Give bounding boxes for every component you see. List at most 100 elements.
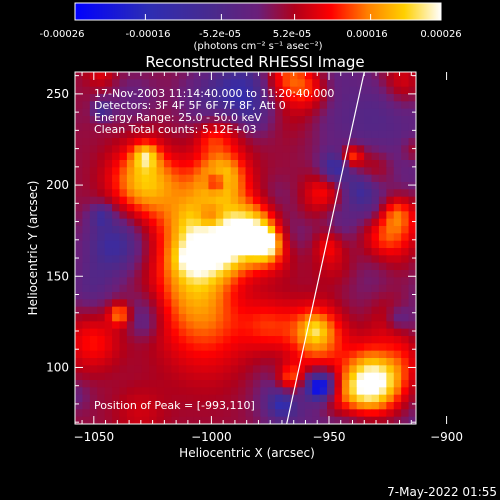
heatmap-cell	[371, 94, 380, 102]
heatmap-cell	[327, 343, 336, 352]
heatmap-cell	[104, 248, 113, 256]
heatmap-cell	[163, 292, 172, 300]
heatmap-cell	[364, 108, 373, 117]
heatmap-cell	[230, 306, 239, 315]
heatmap-cell	[245, 255, 254, 264]
heatmap-cell	[238, 380, 247, 388]
heatmap-cell	[163, 277, 172, 286]
heatmap-cell	[208, 409, 217, 418]
heatmap-cell	[134, 284, 143, 293]
heatmap-cell	[223, 160, 232, 168]
heatmap-cell	[230, 138, 239, 146]
heatmap-cell	[386, 328, 395, 337]
heatmap-cell	[245, 321, 254, 330]
heatmap-cell	[289, 343, 298, 352]
heatmap-cell	[282, 387, 291, 396]
heatmap-cell	[89, 328, 98, 337]
heatmap-cell	[230, 211, 239, 220]
heatmap-cell	[356, 387, 365, 396]
heatmap-cell	[319, 204, 328, 212]
heatmap-cell	[208, 284, 217, 293]
heatmap-cell	[97, 233, 106, 242]
heatmap-cell	[356, 152, 365, 161]
heatmap-cell	[282, 233, 291, 242]
heatmap-cell	[149, 116, 158, 124]
heatmap-cell	[282, 204, 291, 212]
heatmap-cell	[364, 196, 373, 205]
heatmap-cell	[178, 116, 187, 124]
heatmap-cell	[297, 79, 306, 88]
heatmap-cell	[349, 233, 358, 242]
heatmap-cell	[119, 409, 128, 418]
heatmap-cell	[260, 94, 269, 102]
heatmap-cell	[319, 255, 328, 264]
heatmap-cell	[393, 116, 402, 124]
heatmap-cell	[215, 402, 224, 410]
heatmap-cell	[245, 409, 254, 418]
heatmap-cell	[104, 182, 113, 190]
heatmap-cell	[371, 101, 380, 110]
heatmap-cell	[119, 306, 128, 315]
heatmap-cell	[327, 292, 336, 300]
heatmap-cell	[201, 152, 210, 161]
heatmap-cell	[319, 328, 328, 337]
heatmap-cell	[245, 277, 254, 286]
heatmap-cell	[201, 130, 210, 139]
heatmap-cell	[163, 101, 172, 110]
heatmap-cell	[238, 248, 247, 256]
heatmap-cell	[141, 94, 150, 102]
heatmap-cell	[289, 328, 298, 337]
heatmap-cell	[245, 211, 254, 220]
heatmap-cell	[304, 416, 313, 424]
heatmap-cell	[356, 372, 365, 381]
heatmap-cell	[186, 101, 195, 110]
heatmap-cell	[112, 123, 121, 132]
heatmap-cell	[163, 380, 172, 388]
heatmap-cell	[215, 358, 224, 366]
heatmap-cell	[334, 387, 343, 396]
heatmap-cell	[208, 116, 217, 124]
heatmap-cell	[304, 336, 313, 344]
heatmap-cell	[156, 182, 165, 190]
heatmap-cell	[401, 123, 410, 132]
heatmap-cell	[163, 167, 172, 176]
heatmap-cell	[304, 152, 313, 161]
heatmap-cell	[245, 299, 254, 308]
heatmap-cell	[364, 116, 373, 124]
heatmap-cell	[297, 233, 306, 242]
heatmap-cell	[141, 196, 150, 205]
heatmap-cell	[104, 321, 113, 330]
heatmap-cell	[112, 116, 121, 124]
heatmap-cell	[89, 248, 98, 256]
heatmap-cell	[215, 299, 224, 308]
heatmap-cell	[223, 292, 232, 300]
heatmap-cell	[156, 365, 165, 374]
heatmap-cell	[223, 358, 232, 366]
heatmap-cell	[304, 292, 313, 300]
heatmap-cell	[327, 387, 336, 396]
heatmap-cell	[349, 182, 358, 190]
heatmap-cell	[267, 189, 276, 198]
heatmap-cell	[334, 306, 343, 315]
heatmap-cell	[327, 409, 336, 418]
heatmap-cell	[282, 321, 291, 330]
heatmap-cell	[408, 321, 416, 330]
heatmap-cell	[223, 336, 232, 344]
heatmap-cell	[393, 101, 402, 110]
heatmap-cell	[178, 174, 187, 183]
heatmap-cell	[215, 152, 224, 161]
heatmap-cell	[341, 358, 350, 366]
heatmap-cell	[341, 138, 350, 146]
heatmap-cell	[156, 174, 165, 183]
heatmap-cell	[319, 365, 328, 374]
heatmap-cell	[304, 248, 313, 256]
heatmap-cell	[230, 321, 239, 330]
heatmap-cell	[171, 292, 180, 300]
heatmap-cell	[275, 336, 284, 344]
heatmap-cell	[378, 255, 387, 264]
heatmap-cell	[275, 196, 284, 205]
heatmap-cell	[201, 101, 210, 110]
heatmap-cell	[208, 108, 217, 117]
heatmap-cell	[252, 277, 261, 286]
heatmap-cell	[230, 328, 239, 337]
